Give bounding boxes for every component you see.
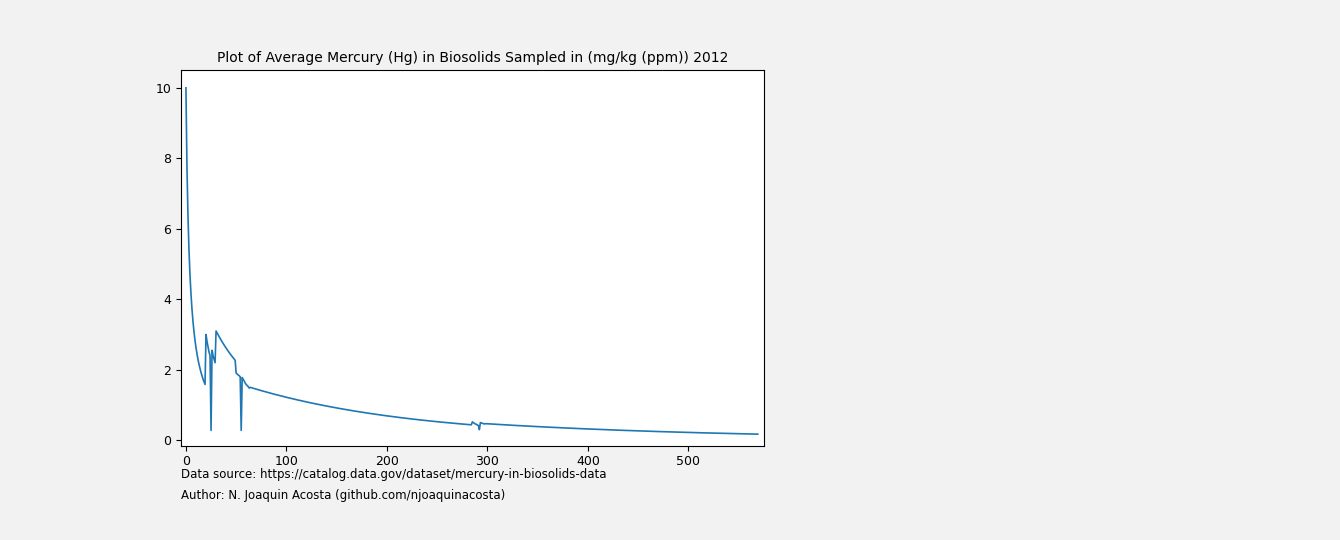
Text: Data source: https://catalog.data.gov/dataset/mercury-in-biosolids-data: Data source: https://catalog.data.gov/da… [181,468,607,481]
Title: Plot of Average Mercury (Hg) in Biosolids Sampled in (mg/kg (ppm)) 2012: Plot of Average Mercury (Hg) in Biosolid… [217,51,728,65]
Text: Author: N. Joaquin Acosta (github.com/njoaquinacosta): Author: N. Joaquin Acosta (github.com/nj… [181,489,505,503]
